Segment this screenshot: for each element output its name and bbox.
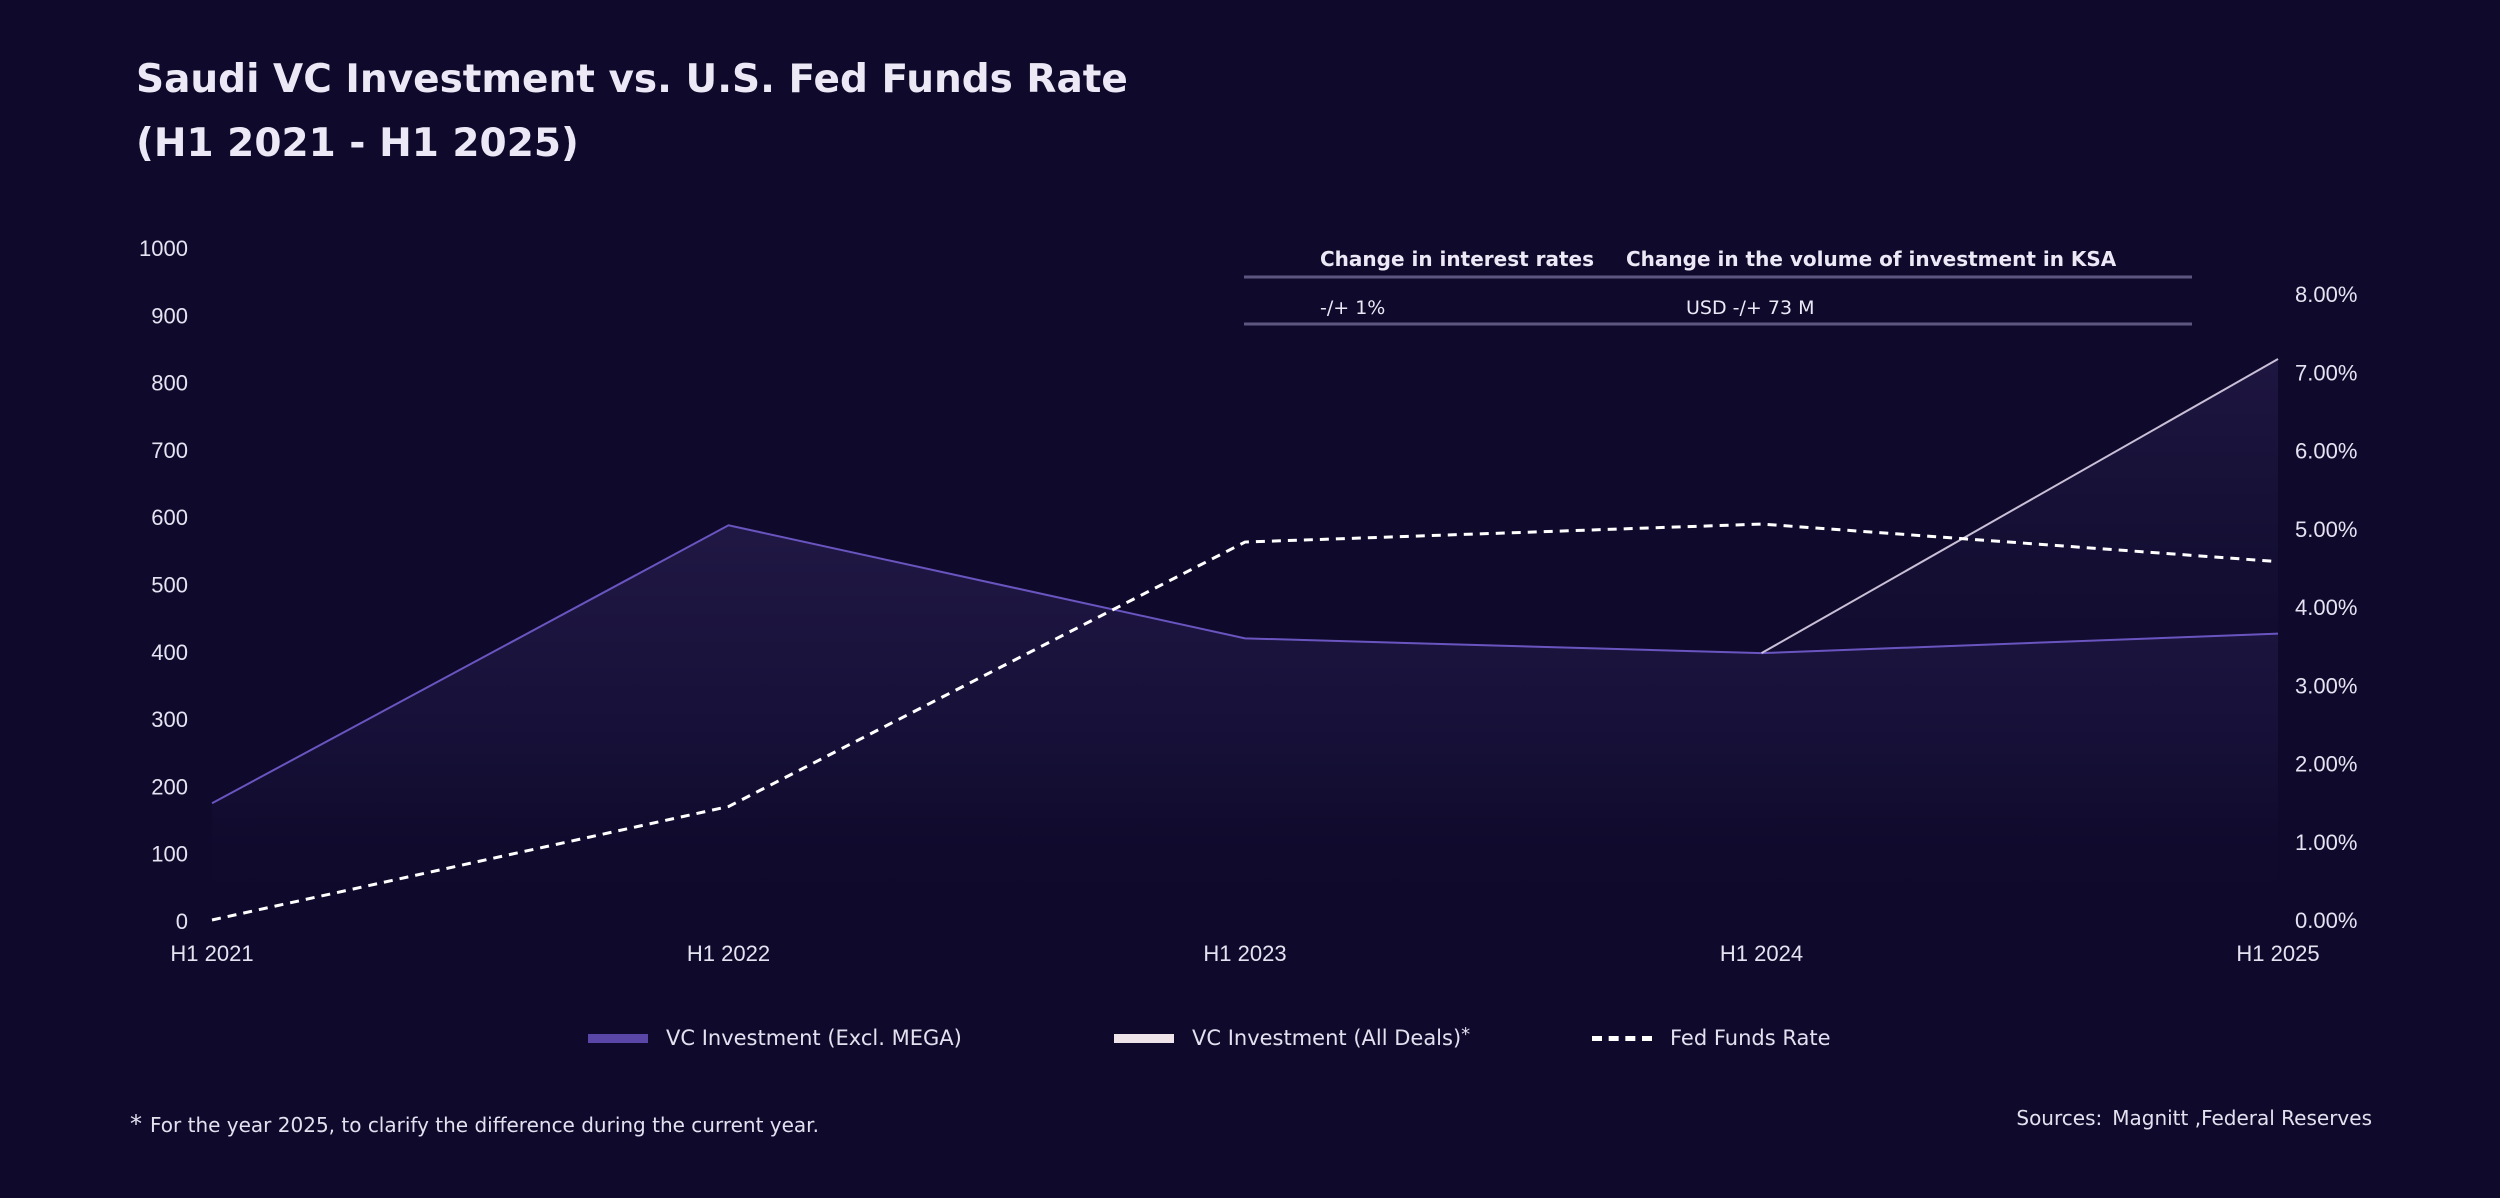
left-axis-tick-200: 200: [151, 774, 188, 799]
right-axis-tick-8.00pct: 8.00%: [2295, 282, 2357, 307]
left-axis: 0 100 200 300 400 500 600 700 800 900 1000: [139, 236, 188, 934]
footnote-text: For the year 2025, to clarify the differ…: [150, 1113, 819, 1137]
footnote-asterisk: *: [130, 1110, 142, 1138]
right-axis-tick-4.00pct: 4.00%: [2295, 595, 2357, 620]
left-axis-tick-400: 400: [151, 640, 188, 665]
legend-item-excl-mega: VC Investment (Excl. MEGA): [588, 1026, 962, 1050]
x-axis-tick-h1-2021: H1 2021: [170, 941, 253, 966]
info-table: Change in interest rates Change in the vo…: [1244, 247, 2192, 326]
right-axis-tick-5.00pct: 5.00%: [2295, 517, 2357, 542]
table-header-investment-volume: Change in the volume of investment in KS…: [1626, 247, 2117, 271]
legend-label-excl-mega: VC Investment (Excl. MEGA): [666, 1026, 962, 1050]
right-axis-tick-7.00pct: 7.00%: [2295, 360, 2357, 385]
legend-swatch-fed-rate: [1592, 1035, 1652, 1041]
left-axis-tick-500: 500: [151, 573, 188, 598]
series-lines: [211, 358, 2279, 922]
left-axis-tick-100: 100: [151, 842, 188, 867]
area-fills: [212, 359, 2278, 921]
left-axis-tick-300: 300: [151, 707, 188, 732]
sources-text: Magnitt ,Federal Reserves: [2112, 1106, 2372, 1130]
left-axis-tick-800: 800: [151, 371, 188, 396]
left-axis-tick-600: 600: [151, 505, 188, 530]
x-axis-tick-h1-2025: H1 2025: [2236, 941, 2319, 966]
sources: Sources: Magnitt ,Federal Reserves: [2016, 1106, 2372, 1130]
right-axis-tick-1.00pct: 1.00%: [2295, 830, 2357, 855]
series-line-excl-mega: [211, 524, 2279, 805]
legend-swatch-all-deals: [1114, 1033, 1174, 1043]
chart-title-line-2: (H1 2021 - H1 2025): [136, 121, 579, 166]
area-excl-mega: [212, 525, 2278, 921]
table-cell-investment-volume: USD -/+ 73 M: [1686, 297, 1814, 319]
right-axis-tick-3.00pct: 3.00%: [2295, 673, 2357, 698]
left-axis-tick-0: 0: [176, 909, 188, 934]
right-axis-tick-2.00pct: 2.00%: [2295, 752, 2357, 777]
x-axis-tick-h1-2023: H1 2023: [1203, 941, 1286, 966]
left-axis-tick-900: 900: [151, 303, 188, 328]
x-axis-tick-h1-2024: H1 2024: [1720, 941, 1803, 966]
footnote: * For the year 2025, to clarify the diffe…: [130, 1110, 819, 1138]
right-axis: 0.00% 1.00% 2.00% 3.00% 4.00% 5.00% 6.00% 7.00%…: [2295, 282, 2357, 933]
chart-title: Saudi VC Investment vs. U.S. Fed Funds R…: [136, 48, 1128, 176]
left-axis-tick-700: 700: [151, 438, 188, 463]
legend-item-fed-rate: Fed Funds Rate: [1592, 1026, 1831, 1050]
legend-asterisk: *: [1461, 1023, 1471, 1045]
chart-title-line-1: Saudi VC Investment vs. U.S. Fed Funds R…: [136, 57, 1128, 102]
table-header-interest-rates: Change in interest rates: [1320, 247, 1594, 271]
legend-label-all-deals: VC Investment (All Deals): [1192, 1026, 1462, 1050]
left-axis-tick-1000: 1000: [139, 236, 188, 261]
x-axis: H1 2021 H1 2022 H1 2023 H1 2024 H1 2025: [170, 941, 2319, 966]
legend-item-all-deals: VC Investment (All Deals) *: [1114, 1023, 1471, 1050]
legend-label-fed-rate: Fed Funds Rate: [1670, 1026, 1831, 1050]
table-cell-interest-rates: -/+ 1%: [1320, 297, 1385, 319]
series-line-fed-rate: [211, 522, 2279, 922]
right-axis-tick-6.00pct: 6.00%: [2295, 439, 2357, 464]
legend-swatch-excl-mega: [588, 1033, 648, 1043]
sources-label: Sources:: [2016, 1106, 2103, 1130]
right-axis-tick-0.00pct: 0.00%: [2295, 908, 2357, 933]
x-axis-tick-h1-2022: H1 2022: [687, 941, 770, 966]
series-line-all-deals: [1761, 358, 2279, 655]
